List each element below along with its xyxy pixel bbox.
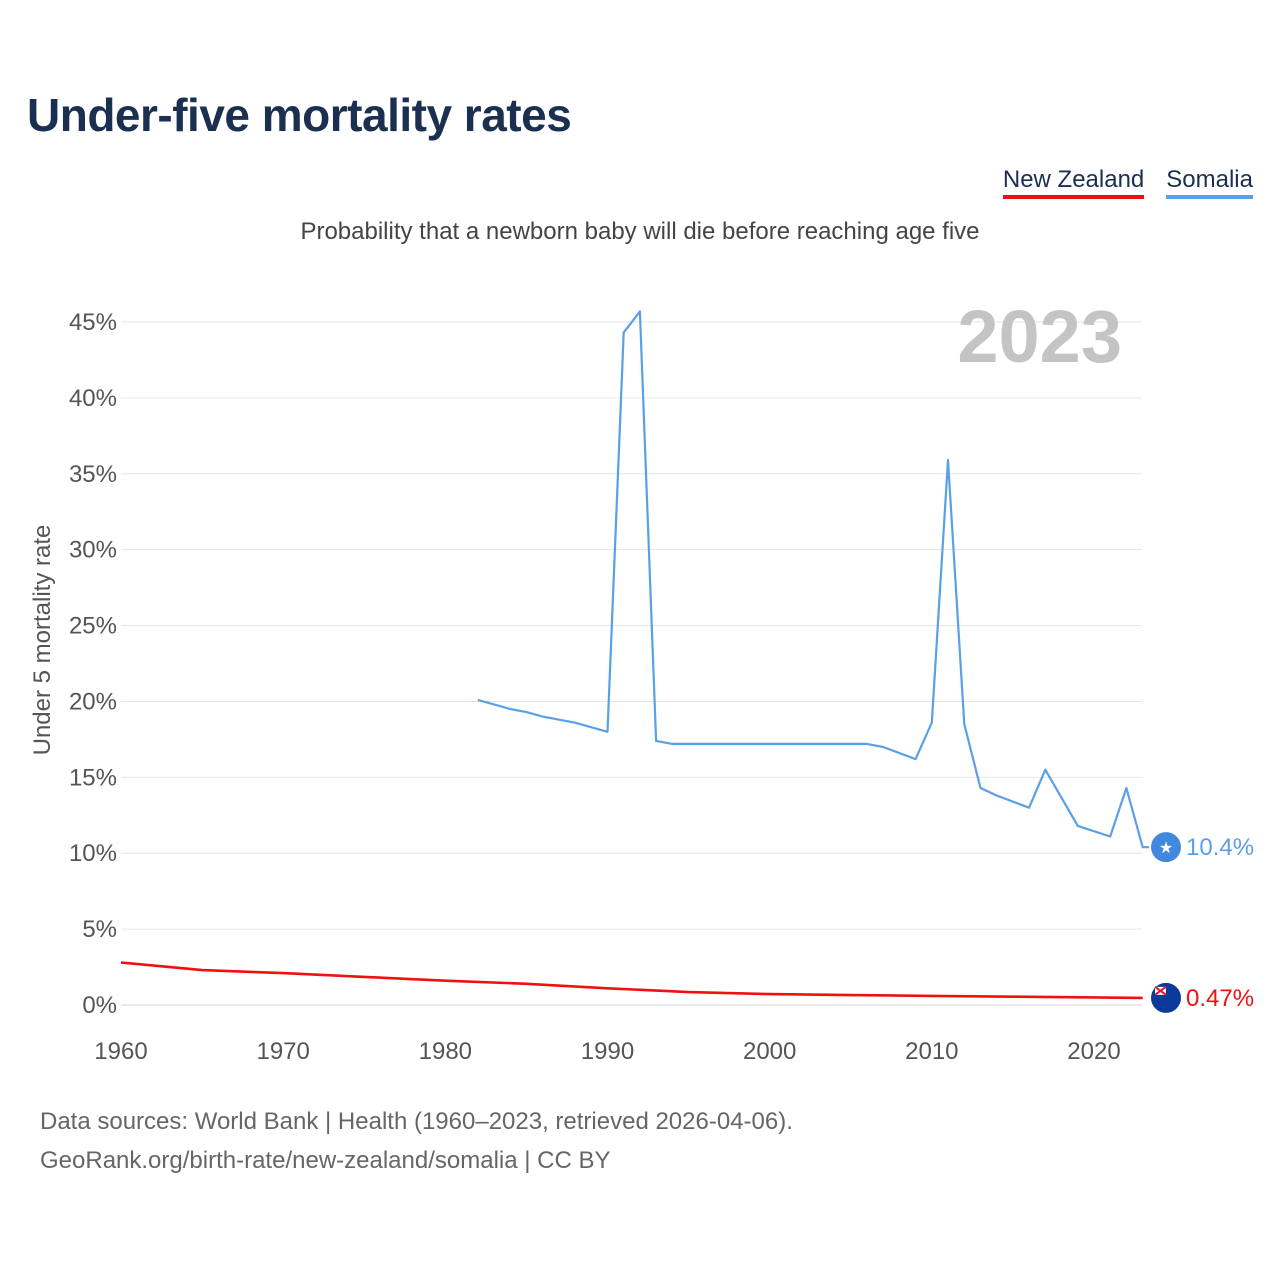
x-tick-label: 1980 xyxy=(419,1038,472,1065)
footer-source: Data sources: World Bank | Health (1960–… xyxy=(40,1108,793,1135)
series-line-somalia xyxy=(477,310,1150,849)
footer-credit: GeoRank.org/birth-rate/new-zealand/somal… xyxy=(40,1147,611,1174)
series-line-new-zealand xyxy=(120,961,1143,1000)
y-tick-label: 0% xyxy=(82,992,117,1019)
legend: New Zealand Somalia xyxy=(1002,166,1253,199)
y-tick-label: 35% xyxy=(69,461,117,488)
end-value-label-somalia: 10.4% xyxy=(1186,834,1254,861)
y-tick-label: 5% xyxy=(82,916,117,943)
end-markers: 0.47% ★ 10.4% xyxy=(1151,832,1254,1013)
legend-item-new-zealand[interactable]: New Zealand xyxy=(1002,166,1145,199)
series-lines xyxy=(120,310,1150,1000)
gridlines xyxy=(121,321,1142,1006)
star-icon: ★ xyxy=(1159,838,1173,857)
y-tick-label: 10% xyxy=(69,840,117,867)
x-tick-label: 1970 xyxy=(256,1038,309,1065)
x-tick-label: 1990 xyxy=(581,1038,634,1065)
y-tick-label: 40% xyxy=(69,385,117,412)
end-value-label-new-zealand: 0.47% xyxy=(1186,985,1254,1012)
y-axis-ticks: 0% 5% 10% 15% 20% 25% 30% 35% 40% 45% xyxy=(69,309,117,1019)
chart-subtitle: Probability that a newborn baby will die… xyxy=(300,218,980,245)
y-tick-label: 20% xyxy=(69,688,117,715)
chart-title: Under-five mortality rates xyxy=(27,89,572,141)
y-tick-label: 25% xyxy=(69,613,117,640)
y-tick-label: 15% xyxy=(69,764,117,791)
x-tick-label: 1960 xyxy=(94,1038,147,1065)
x-tick-label: 2000 xyxy=(743,1038,796,1065)
y-tick-label: 30% xyxy=(69,537,117,564)
x-tick-label: 2010 xyxy=(905,1038,958,1065)
union-jack-cross-icon xyxy=(1154,986,1167,996)
legend-item-somalia[interactable]: Somalia xyxy=(1166,166,1253,199)
x-tick-label: 2020 xyxy=(1067,1038,1120,1065)
line-chart: 2023 0%5%10%15%20%25%30%35%40%45% 1960 19… xyxy=(29,295,1254,1065)
somalia-flag-icon xyxy=(1151,832,1181,863)
x-axis-ticks: 1960 1970 1980 1990 2000 2010 2020 xyxy=(94,1038,1120,1065)
year-label: 2023 xyxy=(957,295,1122,378)
y-axis-label: Under 5 mortality rate xyxy=(29,525,56,756)
y-tick-label: 45% xyxy=(69,309,117,336)
